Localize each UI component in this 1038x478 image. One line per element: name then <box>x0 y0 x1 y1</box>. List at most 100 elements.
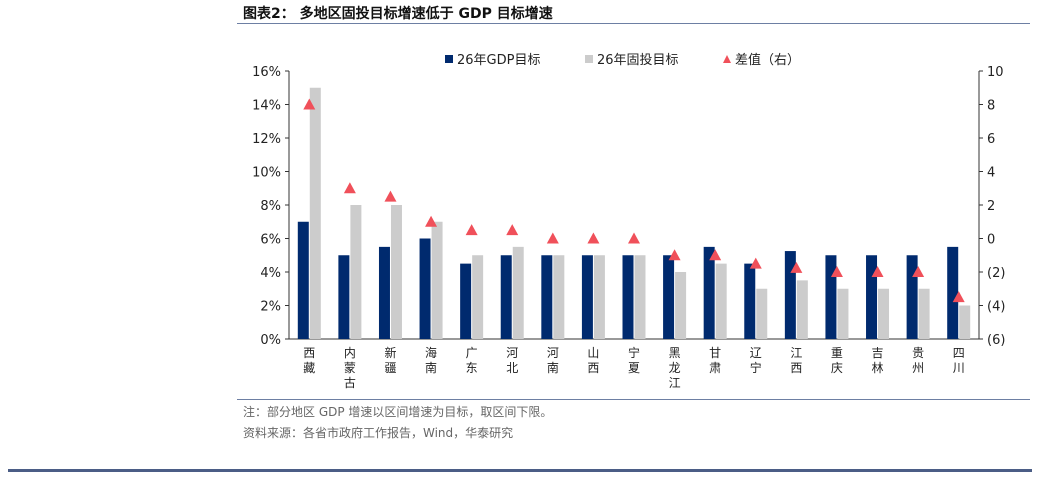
diff-marker <box>952 291 965 303</box>
bar-investment-target <box>472 255 484 339</box>
bar-investment-target <box>796 280 808 339</box>
diff-marker <box>628 232 640 244</box>
bar-investment-target <box>593 255 605 339</box>
legend-label: 26年GDP目标 <box>457 53 540 68</box>
figure-title: 图表2： 多地区固投目标增速低于 GDP 目标增速 <box>243 6 553 22</box>
right-tick-label: 4 <box>987 166 995 181</box>
bar-gdp-target <box>866 255 878 339</box>
category-label: 新疆 <box>384 345 396 375</box>
bar-investment-target <box>837 288 849 339</box>
left-tick-label: 10% <box>252 166 281 181</box>
chart-tick-labels: 0% 2% 4% 6% 8% 10% 12% 14% 16% (6) (4) (2) 0 2 4 6 8 10 <box>252 65 1005 348</box>
left-tick-label: 4% <box>260 266 281 281</box>
category-label: 内蒙古 <box>344 346 356 390</box>
bar-investment-target <box>878 288 890 339</box>
diff-marker <box>587 232 600 244</box>
bar-gdp-target <box>338 255 350 339</box>
legend-label: 26年固投目标 <box>597 52 679 68</box>
right-tick-label: (6) <box>987 333 1005 348</box>
bar-gdp-target <box>541 255 553 339</box>
bar-gdp-target <box>703 246 715 339</box>
diff-marker <box>384 190 397 202</box>
chart-axes <box>285 70 983 340</box>
left-tick-label: 14% <box>252 99 281 114</box>
bar-gdp-target <box>378 246 390 339</box>
diff-marker <box>871 266 884 277</box>
bar-investment-target <box>309 87 321 339</box>
bar-investment-target <box>959 305 971 339</box>
category-label: 宁夏 <box>628 345 640 375</box>
diff-marker <box>749 257 762 269</box>
diff-marker <box>465 224 478 236</box>
diff-marker <box>709 249 722 261</box>
right-tick-label: (4) <box>987 300 1005 315</box>
note-divider <box>237 399 1030 400</box>
legend-swatch <box>445 55 453 63</box>
right-tick-label: 0 <box>987 233 995 248</box>
category-label: 广东 <box>466 346 478 375</box>
category-label: 甘肃 <box>709 346 721 375</box>
diff-marker <box>303 98 316 110</box>
left-tick-label: 2% <box>260 300 281 315</box>
category-label: 贵州 <box>912 346 924 375</box>
diff-marker <box>668 249 681 261</box>
diff-marker <box>912 266 925 277</box>
left-tick-label: 8% <box>260 199 281 214</box>
bar-investment-target <box>715 263 727 339</box>
bar-gdp-target <box>947 246 959 339</box>
bar-gdp-target <box>825 255 837 339</box>
category-label: 河南 <box>547 346 559 375</box>
bar-gdp-target <box>500 255 512 339</box>
bar-gdp-target <box>906 255 918 339</box>
chart-note: 注：部分地区 GDP 增速以区间增速为目标，取区间下限。 <box>243 405 553 419</box>
left-tick-label: 6% <box>260 233 281 248</box>
title-divider <box>237 23 1030 24</box>
left-tick-label: 0% <box>260 333 281 348</box>
bar-gdp-target <box>663 255 675 339</box>
bar-gdp-target <box>622 255 634 339</box>
bar-investment-target <box>350 205 362 339</box>
bar-gdp-target <box>460 263 472 339</box>
right-tick-label: 8 <box>987 99 995 114</box>
right-tick-label: (2) <box>987 266 1005 281</box>
bar-investment-target <box>918 288 930 339</box>
category-label: 江西 <box>790 346 802 375</box>
diff-marker <box>546 232 559 244</box>
diff-marker <box>830 266 843 277</box>
category-label: 四川 <box>953 346 965 375</box>
category-label: 吉林 <box>872 346 884 375</box>
category-label: 辽宁 <box>750 346 762 375</box>
left-tick-label: 12% <box>252 132 281 147</box>
category-label: 重庆 <box>831 346 843 375</box>
diff-marker <box>425 215 438 227</box>
category-label: 河北 <box>506 346 518 375</box>
category-label: 海南 <box>425 345 437 375</box>
left-tick-label: 16% <box>252 65 281 80</box>
footer-rule <box>8 469 1032 472</box>
bar-gdp-target <box>581 255 593 339</box>
bar-gdp-target <box>419 238 431 339</box>
diff-marker <box>506 224 519 236</box>
bar-gdp-target <box>744 263 756 339</box>
chart-source: 资料来源：各省市政府工作报告，Wind，华泰研究 <box>243 426 514 440</box>
right-tick-label: 2 <box>987 199 995 214</box>
diff-marker <box>343 182 356 194</box>
right-tick-label: 6 <box>987 132 995 147</box>
chart-markers <box>303 98 965 303</box>
chart-legend: 26年GDP目标 26年固投目标 差值（右） <box>445 52 800 68</box>
right-tick-label: 10 <box>987 65 1004 80</box>
category-label: 西藏 <box>303 346 315 375</box>
legend-label: 差值（右） <box>735 52 800 68</box>
legend-swatch <box>585 55 593 63</box>
bar-gdp-target <box>784 251 796 339</box>
bar-investment-target <box>512 246 524 339</box>
bar-investment-target <box>390 205 402 339</box>
bar-investment-target <box>756 288 768 339</box>
chart-bars <box>297 87 971 339</box>
bar-investment-target <box>431 221 443 339</box>
bar-investment-target <box>634 255 646 339</box>
category-label: 山西 <box>587 346 599 375</box>
category-label: 黑龙江 <box>669 346 681 390</box>
legend-swatch <box>723 55 731 63</box>
